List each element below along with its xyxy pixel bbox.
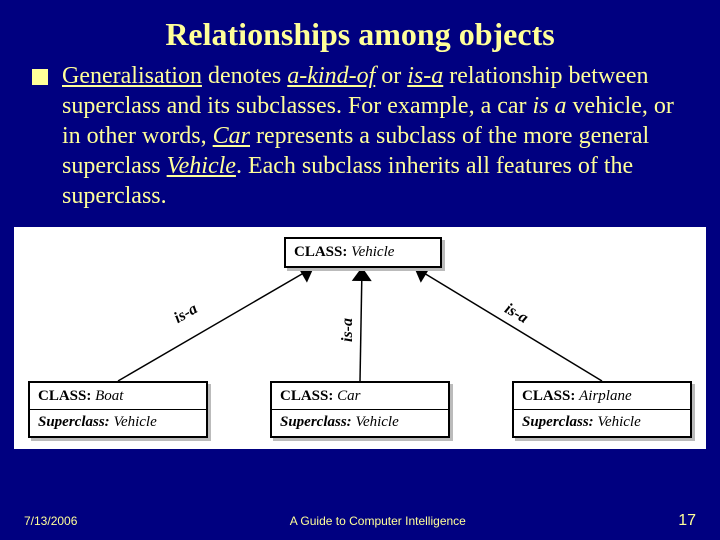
- text-isa: is-a: [407, 63, 443, 89]
- text-seg: denotes: [202, 63, 287, 89]
- class-box-root: CLASS: Vehicle: [284, 237, 442, 268]
- class-box-child: CLASS: CarSuperclass: Vehicle: [270, 381, 450, 438]
- slide-title: Relationships among objects: [0, 0, 720, 61]
- footer-page: 17: [678, 512, 696, 530]
- footer-center: A Guide to Computer Intelligence: [290, 514, 466, 528]
- footer: 7/13/2006 A Guide to Computer Intelligen…: [0, 512, 720, 530]
- text-seg: or: [375, 63, 407, 89]
- class-box-child: CLASS: AirplaneSuperclass: Vehicle: [512, 381, 692, 438]
- text-akindof: a-kind-of: [287, 63, 375, 89]
- text-generalisation: Generalisation: [62, 63, 202, 89]
- edge-label-isa: is-a: [339, 318, 357, 342]
- footer-date: 7/13/2006: [24, 514, 77, 528]
- text-vehicle: Vehicle: [167, 153, 236, 179]
- text-car: Car: [213, 123, 250, 149]
- diagram-area: CLASS: Vehicle CLASS: BoatSuperclass: Veh…: [14, 227, 706, 449]
- bullet-square-icon: [32, 69, 48, 85]
- class-box-child: CLASS: BoatSuperclass: Vehicle: [28, 381, 208, 438]
- text-isa2: is a: [533, 93, 567, 119]
- bullet-paragraph: Generalisation denotes a-kind-of or is-a…: [0, 61, 720, 211]
